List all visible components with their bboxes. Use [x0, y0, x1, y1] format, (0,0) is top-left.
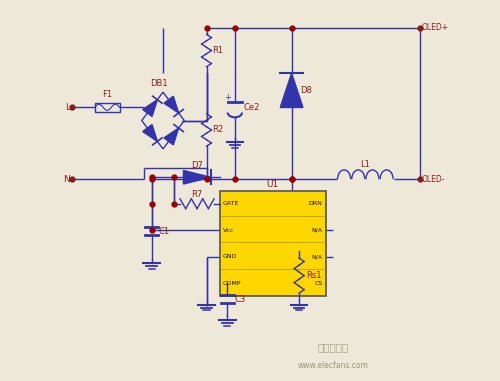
Text: R7: R7 [192, 190, 202, 199]
Text: D8: D8 [300, 86, 312, 95]
Text: L1: L1 [360, 160, 370, 168]
Text: OLED-: OLED- [422, 174, 446, 184]
Text: N/A: N/A [312, 228, 322, 233]
Text: DB1: DB1 [150, 79, 168, 88]
Text: +: + [224, 93, 231, 102]
Text: CS: CS [314, 281, 322, 286]
Text: N/A: N/A [312, 254, 322, 259]
Polygon shape [142, 125, 158, 141]
Text: C3: C3 [234, 295, 245, 304]
Bar [220, 190, 326, 296]
Bar [95, 102, 120, 112]
Text: L: L [66, 103, 70, 112]
Polygon shape [184, 170, 210, 184]
Text: N: N [64, 174, 70, 184]
Text: www.elecfans.com: www.elecfans.com [298, 361, 368, 370]
Polygon shape [164, 96, 178, 113]
Text: COMP: COMP [223, 281, 241, 286]
Text: R1: R1 [212, 46, 224, 55]
Text: Vcc: Vcc [223, 228, 234, 233]
Text: Rs1: Rs1 [306, 271, 322, 280]
Text: OLED+: OLED+ [422, 23, 449, 32]
Text: F1: F1 [102, 90, 113, 99]
Text: C1: C1 [158, 227, 170, 236]
Text: R2: R2 [212, 125, 224, 134]
Text: GND: GND [223, 254, 238, 259]
Polygon shape [280, 73, 303, 107]
Polygon shape [142, 100, 158, 117]
Text: D7: D7 [191, 162, 203, 170]
Text: Ce2: Ce2 [243, 103, 260, 112]
Polygon shape [164, 128, 178, 145]
Text: U1: U1 [266, 180, 279, 189]
Text: 电子发烧友: 电子发烧友 [318, 343, 349, 352]
Text: GATE: GATE [223, 201, 239, 206]
Text: DRN: DRN [308, 201, 322, 206]
